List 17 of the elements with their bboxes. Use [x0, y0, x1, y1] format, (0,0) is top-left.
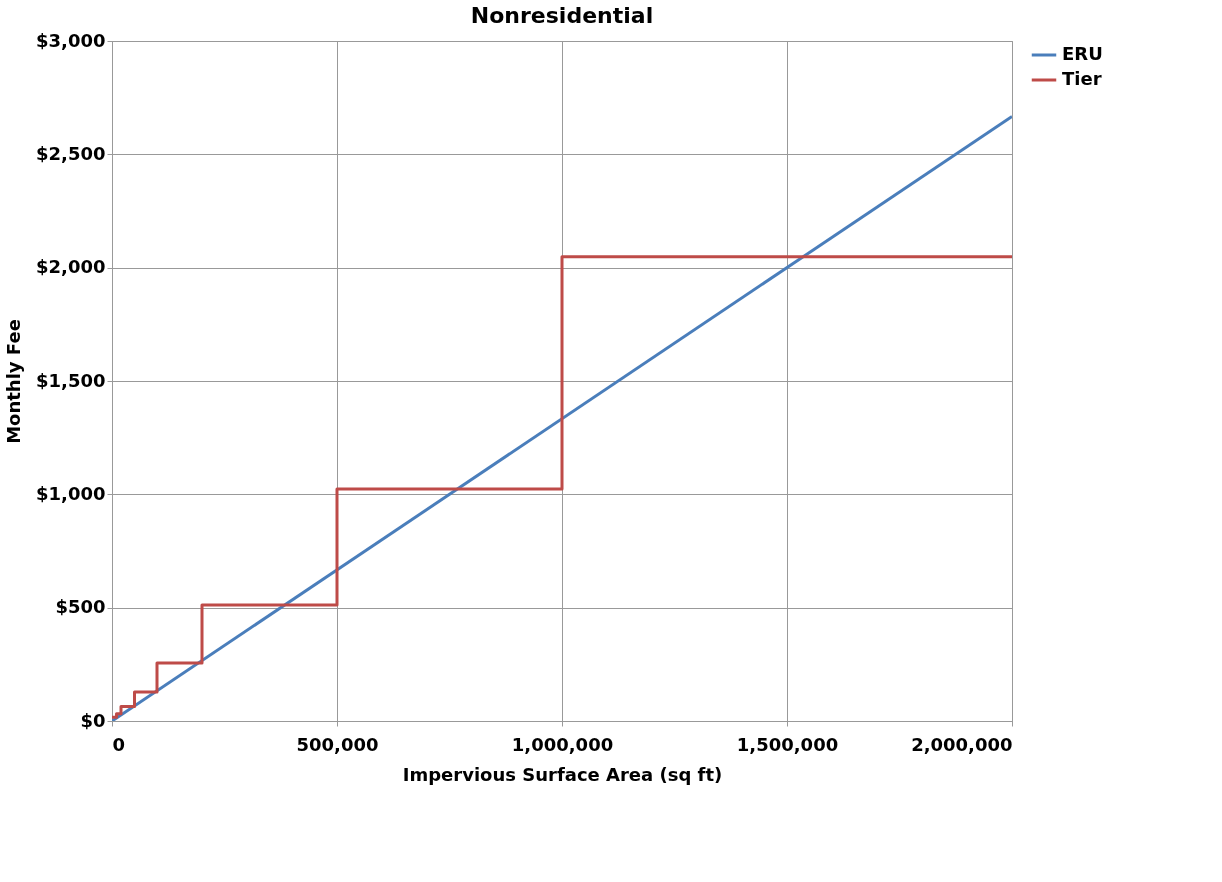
y-tick-label: $2,500	[36, 142, 106, 164]
x-tick-label: 0	[112, 733, 126, 755]
y-tick-label: $500	[55, 596, 106, 618]
y-tick-label: $0	[80, 709, 106, 731]
y-tick-label: $1,000	[36, 482, 106, 504]
y-tick-label: $3,000	[36, 29, 106, 51]
x-tick-label: 2,000,000	[911, 733, 1013, 755]
y-tick-label: $2,000	[36, 256, 106, 278]
x-tick-label: 1,500,000	[736, 733, 839, 755]
legend-label: ERU	[1062, 43, 1103, 64]
chart-title: Nonresidential	[470, 3, 654, 28]
x-tick-label: 1,000,000	[511, 733, 614, 755]
x-tick-label: 500,000	[296, 733, 379, 755]
legend-label: Tier	[1062, 68, 1102, 89]
y-axis-title: Monthly Fee	[3, 319, 25, 444]
y-tick-label: $1,500	[36, 369, 106, 391]
x-axis-title: Impervious Surface Area (sq ft)	[402, 763, 723, 785]
